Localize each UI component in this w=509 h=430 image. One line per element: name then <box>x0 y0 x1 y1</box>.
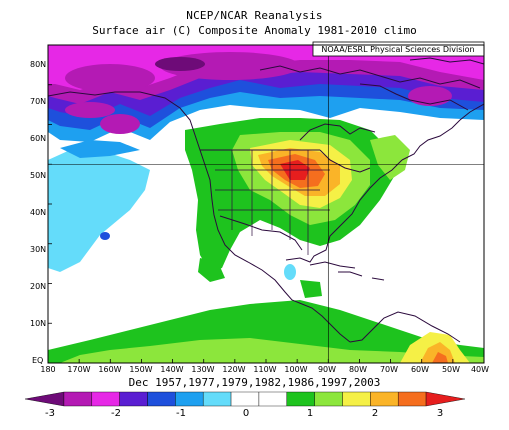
map-title: NCEP/NCAR Reanalysis <box>186 9 323 22</box>
lat-tick: 40N <box>30 208 46 217</box>
colorbar-label: 0 <box>243 408 249 419</box>
colorbar-swatch <box>258 391 287 407</box>
lon-tick: 150W <box>129 365 152 374</box>
lon-tick: 40W <box>471 365 489 374</box>
anomaly-field <box>48 45 484 363</box>
lon-tick: 80W <box>349 365 367 374</box>
lon-tick: 50W <box>442 365 460 374</box>
state-borders <box>215 150 330 255</box>
map-subtitle: Surface air (C) Composite Anomaly 1981-2… <box>92 24 417 37</box>
colorbar-swatch <box>203 391 232 407</box>
colorbar-swatch <box>314 391 343 407</box>
colorbar-swatch <box>342 391 371 407</box>
colorbar-swatch <box>119 391 148 407</box>
lat-tick: 80N <box>30 60 46 69</box>
coastlines <box>48 57 484 343</box>
lon-tick: 70W <box>380 365 398 374</box>
lat-tick: 30N <box>30 245 46 254</box>
colorbar-label: -1 <box>176 408 186 419</box>
lat-tick: 20N <box>30 282 46 291</box>
lon-tick: 90W <box>318 365 336 374</box>
lat-ticks: 80N 70N 60N 50N 40N 30N 20N 10N EQ <box>30 60 46 365</box>
lon-tick: 180 <box>40 365 55 374</box>
lon-tick: 170W <box>67 365 90 374</box>
colorbar-swatch <box>230 391 260 407</box>
colorbar-label: 2 <box>372 408 378 419</box>
colorbar-swatch <box>24 391 65 407</box>
lat-tick: 10N <box>30 319 46 328</box>
colorbar-swatch <box>370 391 399 407</box>
colorbar-swatch <box>398 391 427 407</box>
colorbar-labels: -3 -2 -1 0 1 2 3 <box>45 408 443 419</box>
lon-tick: 60W <box>411 365 429 374</box>
lon-tick: 140W <box>160 365 183 374</box>
colorbar-swatch <box>425 391 466 407</box>
lat-tick: EQ <box>32 356 43 365</box>
lat-tick: 50N <box>30 171 46 180</box>
lon-tick: 120W <box>222 365 245 374</box>
colorbar-label: -3 <box>45 408 55 419</box>
colorbar-swatch <box>147 391 176 407</box>
colorbar-swatch <box>91 391 120 407</box>
colorbar <box>24 391 466 407</box>
lat-tick: 70N <box>30 97 46 106</box>
lon-ticks: 180 170W 160W 150W 140W 130W 120W 110W 1… <box>40 365 489 374</box>
grid <box>47 44 485 364</box>
colorbar-swatch <box>286 391 315 407</box>
credit-text: NOAA/ESRL Physical Sciences Division <box>321 45 474 54</box>
colorbar-label: -2 <box>111 408 121 419</box>
colorbar-swatch <box>63 391 92 407</box>
lon-tick: 110W <box>253 365 276 374</box>
colorbar-label: 1 <box>307 408 313 419</box>
lon-tick: 160W <box>98 365 121 374</box>
lon-tick: 130W <box>191 365 214 374</box>
colorbar-label: 3 <box>437 408 443 419</box>
colorbar-swatch <box>175 391 204 407</box>
plot-frame <box>47 44 485 364</box>
lat-tick: 60N <box>30 134 46 143</box>
composite-dates: Dec 1957,1977,1979,1982,1986,1997,2003 <box>128 376 381 389</box>
lon-tick: 100W <box>284 365 307 374</box>
